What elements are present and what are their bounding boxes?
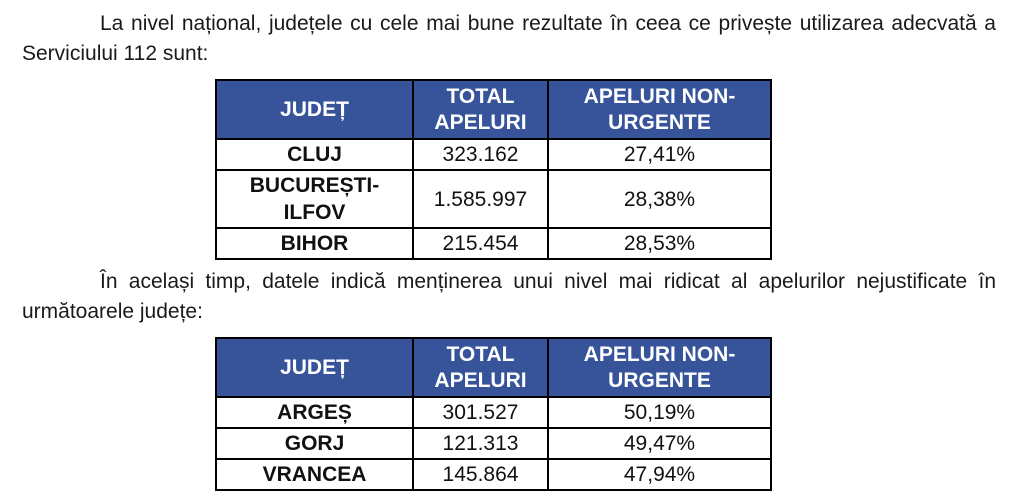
table-header-row: JUDEȚ TOTAL APELURI APELURI NON-URGENTE xyxy=(215,337,772,398)
table-header-row: JUDEȚ TOTAL APELURI APELURI NON-URGENTE xyxy=(215,79,772,140)
total-calls-value: 145.864 xyxy=(412,458,549,491)
intro-paragraph-unjustified-counties: În același timp, datele indică menținere… xyxy=(22,270,996,323)
col-header-total-apeluri: TOTAL APELURI xyxy=(412,337,549,398)
county-name: BUCUREȘTI-ILFOV xyxy=(215,169,414,229)
non-urgent-calls-percent: 49,47% xyxy=(547,427,772,460)
county-name: CLUJ xyxy=(215,138,414,171)
total-calls-value: 1.585.997 xyxy=(412,169,549,229)
table-row: CLUJ 323.162 27,41% xyxy=(215,138,772,171)
non-urgent-calls-percent: 28,38% xyxy=(547,169,772,229)
non-urgent-calls-percent: 50,19% xyxy=(547,396,772,429)
county-name: ARGEȘ xyxy=(215,396,414,429)
col-header-judet: JUDEȚ xyxy=(215,337,414,398)
county-name: BIHOR xyxy=(215,227,414,260)
total-calls-value: 215.454 xyxy=(412,227,549,260)
table-best-counties: JUDEȚ TOTAL APELURI APELURI NON-URGENTE … xyxy=(215,79,772,260)
non-urgent-calls-percent: 47,94% xyxy=(547,458,772,491)
col-header-apeluri-non-urgente: APELURI NON-URGENTE xyxy=(547,79,772,140)
col-header-total-apeluri: TOTAL APELURI xyxy=(412,79,549,140)
county-name: VRANCEA xyxy=(215,458,414,491)
table-row: BIHOR 215.454 28,53% xyxy=(215,227,772,260)
col-header-apeluri-non-urgente: APELURI NON-URGENTE xyxy=(547,337,772,398)
county-name: GORJ xyxy=(215,427,414,460)
table-row: ARGEȘ 301.527 50,19% xyxy=(215,396,772,429)
total-calls-value: 323.162 xyxy=(412,138,549,171)
total-calls-value: 301.527 xyxy=(412,396,549,429)
table-unjustified-counties: JUDEȚ TOTAL APELURI APELURI NON-URGENTE … xyxy=(215,337,772,491)
non-urgent-calls-percent: 28,53% xyxy=(547,227,772,260)
col-header-judet: JUDEȚ xyxy=(215,79,414,140)
table-row: GORJ 121.313 49,47% xyxy=(215,427,772,460)
intro-paragraph-best-counties: La nivel național, județele cu cele mai … xyxy=(22,12,996,65)
table-row: VRANCEA 145.864 47,94% xyxy=(215,458,772,491)
non-urgent-calls-percent: 27,41% xyxy=(547,138,772,171)
total-calls-value: 121.313 xyxy=(412,427,549,460)
table-row: BUCUREȘTI-ILFOV 1.585.997 28,38% xyxy=(215,169,772,229)
